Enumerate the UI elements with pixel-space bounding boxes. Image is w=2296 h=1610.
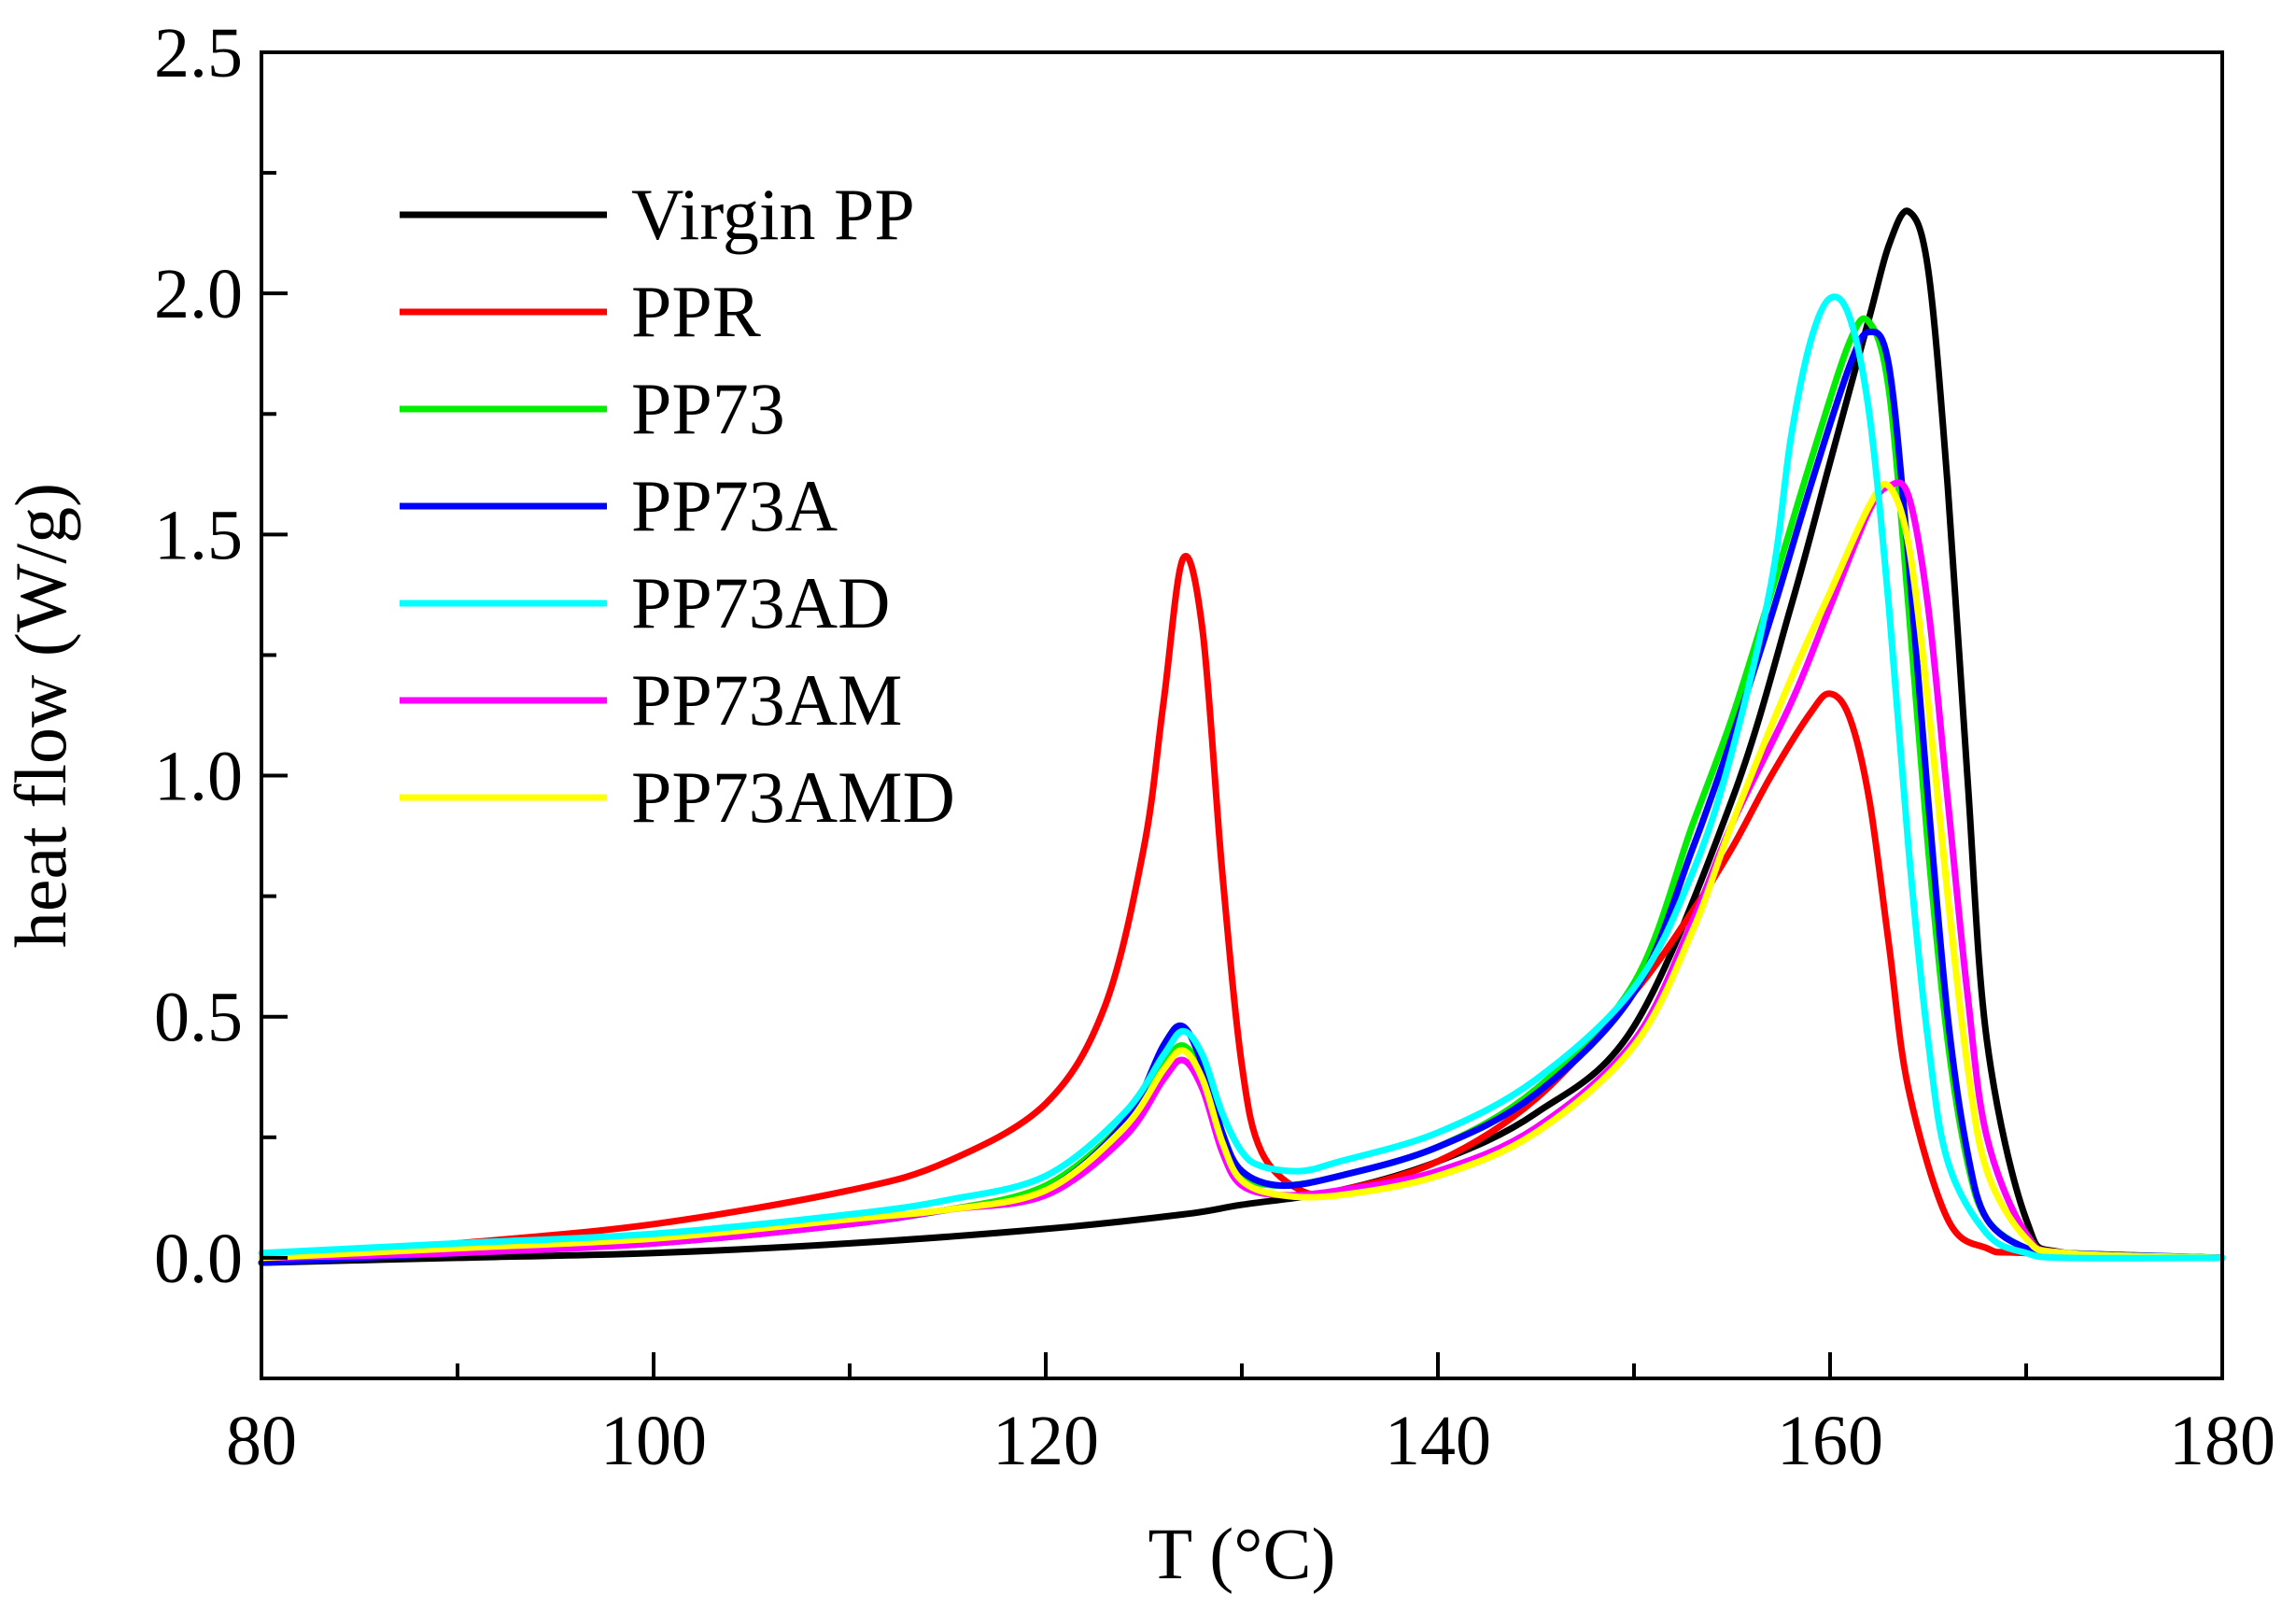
plot-curves [258,207,2226,1266]
legend-label: Virgin PP [631,174,915,255]
x-tick-label: 80 [226,1402,297,1480]
legend-item: PPR [400,271,761,352]
legend-item: PP73A [400,465,838,546]
legend-label: PPR [631,271,761,352]
x-tick-label: 180 [2169,1402,2275,1480]
x-tick-label: 160 [1777,1402,1883,1480]
y-tick-label: 0.0 [154,1220,243,1298]
series-line-pp73amd [258,480,2226,1262]
y-tick-label: 2.0 [154,255,243,333]
series-line-virgin-pp [258,207,2226,1266]
y-tick-label: 1.5 [154,496,243,574]
legend-item: PP73AM [400,659,902,741]
x-axis-title: T (°C) [1148,1513,1336,1594]
legend-label: PP73AM [631,659,902,741]
y-tick-labels: 0.0 0.5 1.0 1.5 2.0 2.5 [154,14,243,1298]
legend-label: PP73A [631,465,838,546]
y-tick-label: 1.0 [154,738,243,816]
legend-item: PP73AMD [400,756,955,838]
x-tick-label: 100 [600,1402,707,1480]
legend-label: PP73AMD [631,756,955,838]
x-tick-labels: 80 100 120 140 160 180 [226,1402,2275,1480]
x-tick-label: 140 [1385,1402,1491,1480]
y-tick-label: 0.5 [154,979,243,1057]
legend: Virgin PP PPR PP73 PP73A PP73AD PP73AM PP73AMD [400,174,955,838]
legend-label: PP73 [631,368,785,449]
legend-item: PP73 [400,368,785,449]
legend-label: PP73AD [631,562,890,643]
axis-ticks [260,50,2224,1380]
y-axis-title: heat flow (W/g) [0,483,81,948]
y-tick-label: 2.5 [154,14,243,92]
legend-item: Virgin PP [400,174,915,255]
x-tick-label: 120 [993,1402,1099,1480]
legend-item: PP73AD [400,562,890,643]
series-line-pp73ad [258,293,2226,1262]
